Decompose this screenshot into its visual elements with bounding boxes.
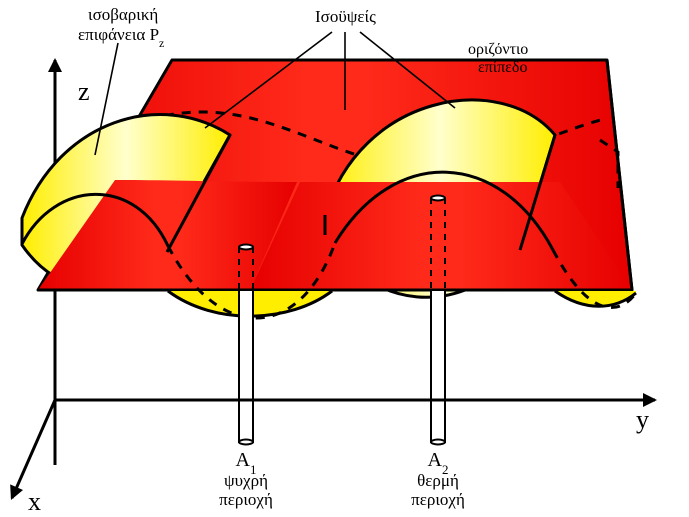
x-axis-label: x [28,487,41,516]
y-axis-label: y [636,405,649,434]
a2-l3: περιοχή [411,490,465,509]
horizontal-label-l1: οριζόντιο [468,41,528,58]
a2-l2: θερμή [417,471,459,490]
arrowhead [48,58,62,72]
a1-l2: ψυχρή [224,471,268,490]
contours-label: Ισοϋψείς [315,7,376,26]
a1-l3: περιοχή [219,490,273,509]
horizontal-label-l2: επίπεδο [478,59,527,76]
isobaric-label-l2: επιφάνεια Pz [78,25,164,50]
z-axis-label: z [78,77,90,106]
isobaric-label-l1: ισοβαρική [88,5,158,24]
x-axis [12,400,55,498]
